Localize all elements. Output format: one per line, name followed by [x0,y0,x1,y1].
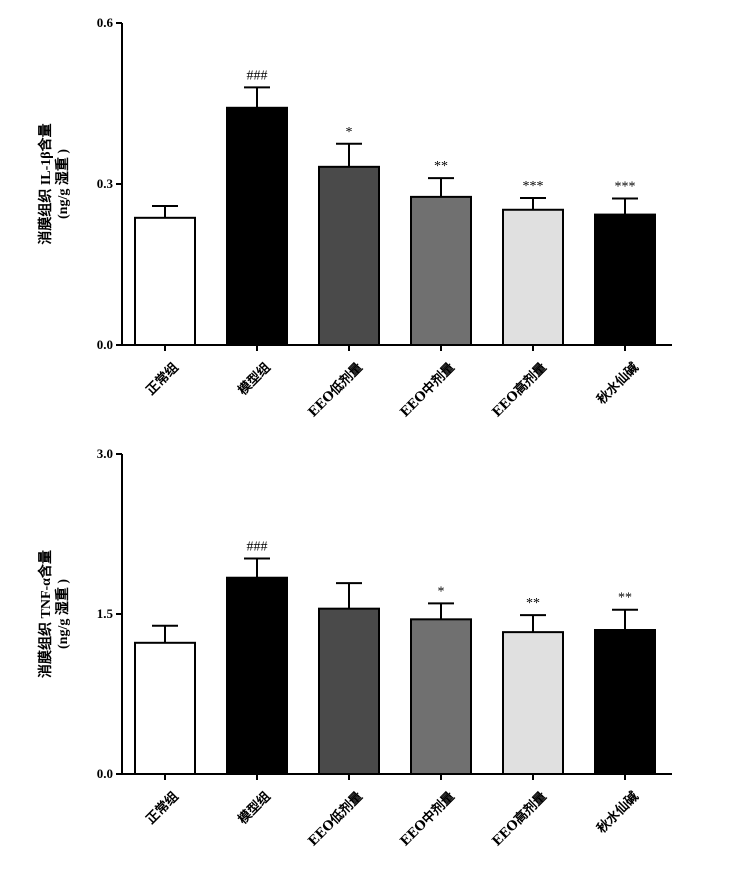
tnfa-category-label: EEO高剂量 [489,789,550,850]
tnfa-category-label: 正常组 [143,789,182,828]
il1b-category-label: EEO低剂量 [305,360,366,421]
il1b-category-label: 正常组 [143,360,182,399]
il1b-category-label: EEO中剂量 [397,360,458,421]
tnfa-significance-label: * [438,584,445,599]
il1b-bar [594,213,656,346]
tnfa-significance-label: ### [247,540,268,555]
il1b-bar [134,216,196,346]
tnfa-category-label: EEO低剂量 [305,789,366,850]
il1b-category-label: 秋水仙碱 [594,360,642,408]
il1b-significance-label: *** [523,179,544,194]
il1b-bar [226,106,288,346]
tnfa-y-tick-label: 3.0 [97,446,113,461]
il1b-category-label: EEO高剂量 [489,360,550,421]
tnfa-category-label: 模型组 [235,789,274,828]
il1b-bar-chart: 0.0 0.3 0.6 消膜组织 IL-1β含量 (ng/g 湿重 ) 正常组 ### 模型组… [37,15,672,421]
tnfa-category-label: 秋水仙碱 [594,789,642,837]
il1b-significance-label: ** [434,159,448,174]
il1b-y-tick-label: 0.3 [97,176,114,191]
il1b-significance-label: ### [247,68,268,83]
il1b-bar [502,208,564,346]
tnfa-bar-chart: 0.0 1.5 3.0 消膜组织 TNF-α含量 (ng/g 湿重 ) 正常组 ### 模型组… [37,446,672,850]
il1b-y-axis-label: 消膜组织 IL-1β含量 [37,123,54,244]
il1b-y-tick-label: 0.6 [97,15,114,30]
il1b-y-tick-label: 0.0 [97,337,113,352]
tnfa-y-axis-label: 消膜组织 TNF-α含量 [37,550,54,678]
il1b-significance-label: *** [615,179,636,194]
tnfa-bar [410,618,472,775]
tnfa-y-axis-unit: (ng/g 湿重 ) [54,579,71,649]
il1b-significance-label: * [346,125,353,140]
tnfa-category-label: EEO中剂量 [397,789,458,850]
tnfa-significance-label: ** [526,596,540,611]
tnfa-bar [502,631,564,775]
il1b-bar [318,165,380,346]
il1b-y-axis-unit: (ng/g 湿重 ) [54,149,71,219]
tnfa-significance-label: ** [618,591,632,606]
tnfa-y-tick-label: 1.5 [97,606,114,621]
tnfa-y-tick-label: 0.0 [97,766,113,781]
tnfa-bar [594,629,656,775]
tnfa-bar [134,641,196,775]
il1b-bar [410,195,472,346]
tnfa-bar [226,576,288,775]
tnfa-bar [318,607,380,775]
il1b-category-label: 模型组 [235,360,274,399]
